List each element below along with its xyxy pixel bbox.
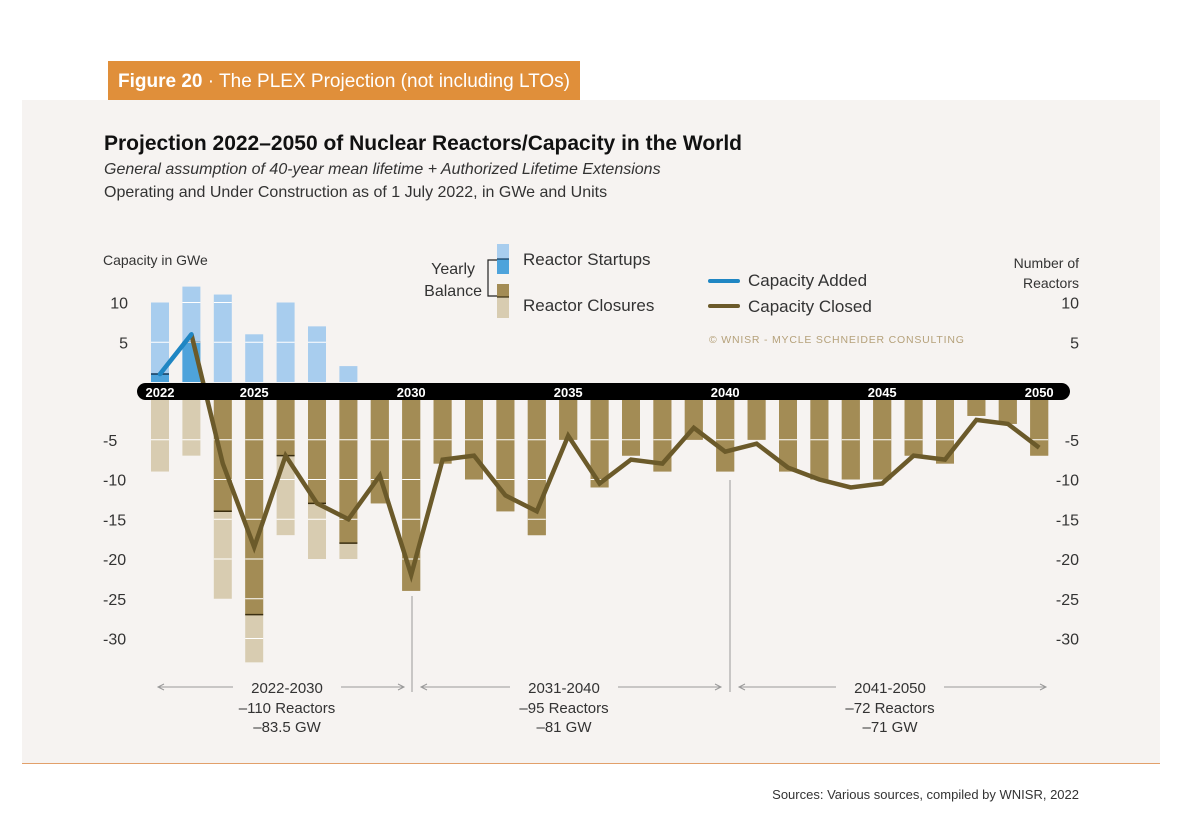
x-tick-label-2040: 2040	[711, 385, 740, 400]
bar-balance-negative-2025	[245, 400, 264, 615]
bar-closures-2022	[151, 400, 169, 472]
x-tick-label-2022: 2022	[146, 385, 175, 400]
period-gw-3: –71 GW	[862, 719, 918, 736]
legend-swatch-closures-dark	[497, 284, 509, 297]
bar-balance-negative-2026	[276, 400, 295, 456]
line-capacity-closed	[189, 333, 1041, 583]
bar-balance-negative-2048	[967, 400, 986, 416]
legend-swatch-closures-light	[497, 297, 509, 318]
bar-balance-negative-2038	[653, 400, 672, 472]
period-range-1: 2022-2030	[251, 680, 323, 697]
legend-yearly: Yearly	[431, 261, 475, 278]
x-tick-label-2035: 2035	[554, 385, 583, 400]
period-gw-1: –83.5 GW	[253, 719, 321, 736]
y-tick-left--30: -30	[103, 632, 126, 649]
legend-swatch-startups-light	[497, 244, 509, 259]
y-tick-right--30: -30	[1056, 632, 1079, 649]
legend-swatch-startups-dark	[497, 259, 509, 274]
y-axis-label-right-2: Reactors	[1023, 275, 1079, 291]
bar-startups-2027	[308, 326, 326, 382]
bar-balance-negative-2030	[402, 400, 421, 591]
y-axis-label-left: Capacity in GWe	[103, 252, 208, 268]
arrowhead-right-icon	[1039, 683, 1048, 691]
period-range-2: 2031-2040	[528, 680, 600, 697]
x-tick-label-2050: 2050	[1025, 385, 1054, 400]
figure-number: Figure 20	[118, 71, 203, 92]
x-tick-label-2045: 2045	[868, 385, 897, 400]
legend-closures-label: Reactor Closures	[523, 296, 654, 315]
legend-bracket	[487, 259, 497, 297]
bar-balance-negative-2029	[370, 400, 389, 504]
legend-closed-label: Capacity Closed	[748, 297, 872, 316]
chart-subtitle-assumption: General assumption of 40-year mean lifet…	[104, 161, 661, 178]
period-reactors-1: –110 Reactors	[239, 700, 335, 717]
x-tick-label-2025: 2025	[240, 385, 269, 400]
line-capacity-added	[157, 332, 194, 377]
bar-startups-2025	[245, 334, 264, 382]
bar-startups-2028	[339, 366, 358, 382]
bar-balance-negative-2040	[716, 400, 735, 472]
period-range-3: 2041-2050	[854, 680, 926, 697]
lines-group	[157, 332, 1041, 583]
bar-balance-negative-2037	[622, 400, 640, 456]
figure-label: Figure 20 · The PLEX Projection (not inc…	[108, 61, 580, 100]
arrowhead-right-icon	[714, 683, 723, 691]
y-axis-label-right-1: Number of	[1014, 255, 1079, 271]
bar-closures-2023	[182, 400, 201, 456]
bar-balance-negative-2034	[527, 400, 546, 536]
bar-balance-negative-2031	[433, 400, 452, 464]
period-reactors-2: –95 Reactors	[519, 700, 608, 717]
x-axis-band	[137, 383, 1070, 400]
bar-balance-negative-2028	[339, 400, 358, 544]
bar-balance-negative-2036	[590, 400, 609, 488]
arrowhead-left-icon	[156, 683, 165, 691]
y-tick-right--20: -20	[1056, 552, 1079, 569]
y-tick-right--15: -15	[1056, 512, 1079, 529]
legend-group: Yearly Balance Reactor Startups Reactor Clo…	[424, 244, 965, 346]
y-tick-right--25: -25	[1056, 592, 1079, 609]
bar-balance-negative-2049	[998, 400, 1017, 424]
y-tick-left--25: -25	[103, 592, 126, 609]
arrowhead-left-icon	[737, 683, 746, 691]
legend-added-label: Capacity Added	[748, 271, 867, 290]
axis-group: 2022 2025 2030 2035 2040 2045 2050 Capacity in …	[103, 252, 1079, 649]
x-tick-label-2030: 2030	[397, 385, 426, 400]
y-tick-right--10: -10	[1056, 473, 1079, 490]
y-tick-left-10: 10	[110, 296, 128, 313]
bar-balance-negative-2047	[936, 400, 954, 464]
bar-balance-negative-2027	[308, 400, 326, 504]
y-tick-left--5: -5	[103, 433, 117, 450]
bar-balance-negative-2042	[779, 400, 797, 472]
period-gw-2: –81 GW	[536, 719, 592, 736]
bar-balance-negative-2046	[904, 400, 923, 456]
legend-balance: Balance	[424, 283, 482, 300]
arrowhead-right-icon	[397, 683, 406, 691]
y-tick-right-5: 5	[1070, 335, 1079, 352]
bar-startups-2024	[213, 294, 232, 382]
bar-balance-positive-2022	[151, 374, 169, 382]
legend-startups-label: Reactor Startups	[523, 250, 651, 269]
periods-group: 2022-2030 –110 Reactors –83.5 GW 2031-2040 –…	[156, 480, 1048, 736]
chart-title: Projection 2022–2050 of Nuclear Reactors…	[104, 132, 743, 155]
arrowhead-left-icon	[419, 683, 428, 691]
bar-balance-negative-2035	[559, 400, 578, 440]
period-reactors-3: –72 Reactors	[845, 700, 934, 717]
y-tick-right--5: -5	[1065, 433, 1079, 450]
copyright-note: © WNISR - MYCLE SCHNEIDER CONSULTING	[709, 334, 965, 346]
y-tick-left--15: -15	[103, 512, 126, 529]
figure-caption: · The PLEX Projection (not including LTO…	[202, 71, 570, 92]
y-tick-left--10: -10	[103, 473, 126, 490]
source-note: Sources: Various sources, compiled by WN…	[772, 787, 1079, 802]
bar-balance-negative-2033	[496, 400, 515, 512]
chart-subtitle-scope: Operating and Under Construction as of 1…	[104, 184, 608, 201]
y-tick-right-10: 10	[1061, 296, 1079, 313]
bar-balance-negative-2041	[747, 400, 766, 440]
y-tick-left--20: -20	[103, 552, 126, 569]
y-tick-left-5: 5	[119, 335, 128, 352]
